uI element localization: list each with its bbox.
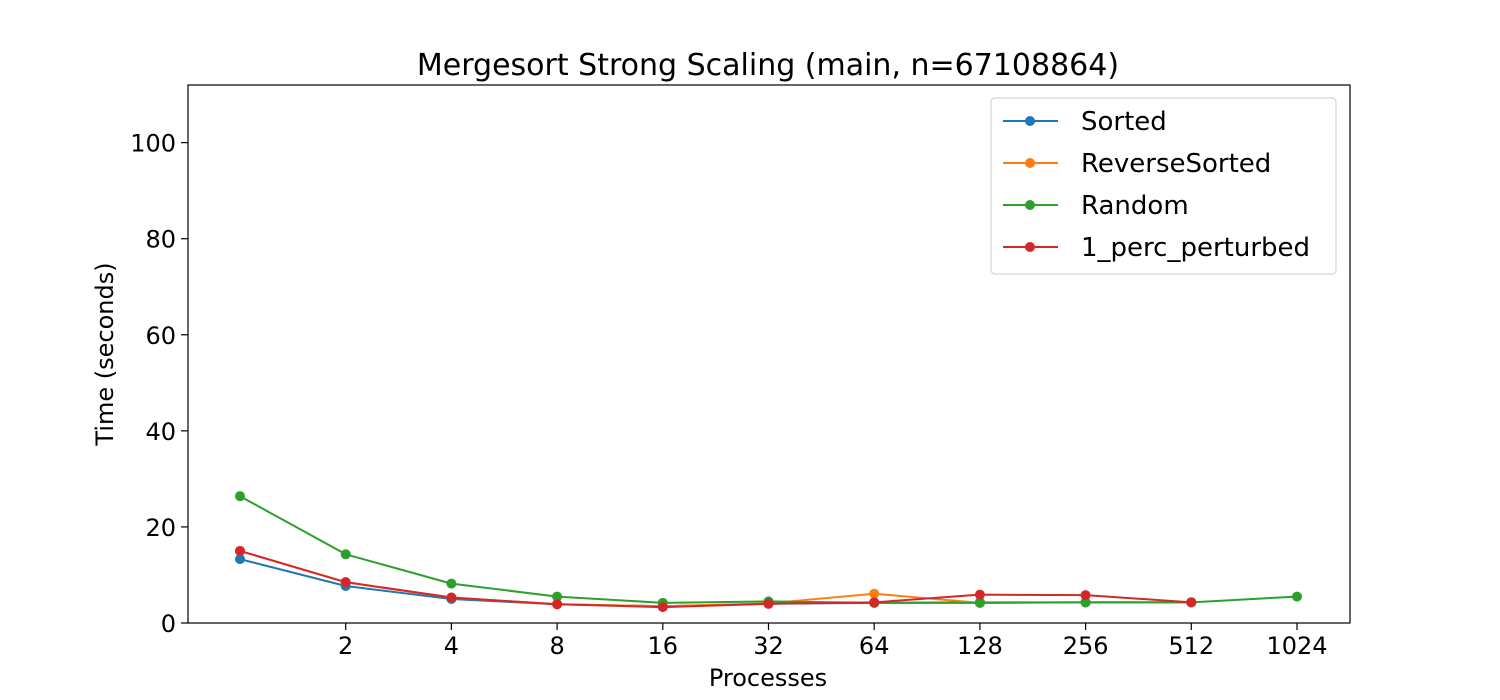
data-point (235, 554, 245, 565)
data-point (974, 597, 985, 608)
legend-swatch-marker (1025, 242, 1035, 252)
legend-swatch-marker (1025, 200, 1035, 210)
x-tick-label: 512 (1168, 632, 1214, 660)
data-point (340, 577, 351, 588)
x-tick-label: 2 (338, 632, 353, 660)
x-tick-label: 32 (753, 632, 784, 660)
data-point (446, 578, 457, 589)
series-line (239, 558, 1192, 608)
data-point (657, 602, 668, 613)
data-point (1080, 590, 1091, 601)
y-tick-label: 80 (145, 226, 176, 254)
x-tick-label: 8 (549, 632, 564, 660)
data-point (974, 589, 985, 600)
series-line (239, 549, 1192, 608)
x-tick-label: 128 (957, 632, 1003, 660)
legend-label: Random (1081, 191, 1189, 221)
y-axis-title: Time (seconds) (91, 262, 119, 446)
legend-entry: Random (1003, 191, 1189, 221)
legend-swatch-marker (1025, 158, 1035, 168)
legend-label: 1_perc_perturbed (1081, 233, 1310, 263)
x-tick-label: 16 (648, 632, 679, 660)
legend-swatch-marker (1025, 116, 1035, 126)
data-point (446, 592, 457, 603)
legend: Sorted ReverseSorted Random 1_perc_perturbe… (990, 97, 1337, 275)
data-point (763, 598, 774, 609)
series-line (239, 549, 1192, 609)
x-tick-label: 64 (859, 632, 890, 660)
y-tick-label: 100 (130, 130, 176, 158)
legend-entry: ReverseSorted (1003, 149, 1271, 179)
data-point (1080, 597, 1091, 608)
data-point (1186, 597, 1197, 608)
data-point (552, 591, 563, 602)
data-point (235, 491, 245, 502)
series-layer (235, 491, 1302, 613)
data-point (552, 599, 563, 610)
y-tick-label: 60 (145, 322, 176, 350)
y-tick-label: 40 (145, 418, 176, 446)
chart-title: Mergesort Strong Scaling (main, n=671088… (417, 48, 1119, 83)
y-tick-label: 0 (161, 610, 176, 638)
x-tick-label: 256 (1063, 632, 1109, 660)
data-point (340, 549, 351, 560)
legend-entry: Sorted (1003, 107, 1167, 137)
legend-label: ReverseSorted (1081, 149, 1271, 179)
series-1-perc-perturbed (235, 545, 1197, 613)
legend-entry: 1_perc_perturbed (1003, 233, 1310, 263)
series-line (239, 495, 1298, 604)
x-tick-label: 4 (444, 632, 459, 660)
x-axis: 2 4 8 16 32 64 128 256 512 1024 (338, 623, 1328, 660)
data-point (869, 588, 880, 599)
data-point (235, 545, 245, 556)
y-axis: 0 20 40 60 80 100 (130, 130, 188, 638)
x-axis-title: Processes (709, 664, 827, 692)
y-tick-label: 20 (145, 514, 176, 542)
data-point (1292, 591, 1302, 602)
legend-frame (990, 97, 1337, 275)
data-point (869, 597, 880, 608)
x-tick-label: 1024 (1266, 632, 1327, 660)
legend-label: Sorted (1081, 107, 1167, 137)
